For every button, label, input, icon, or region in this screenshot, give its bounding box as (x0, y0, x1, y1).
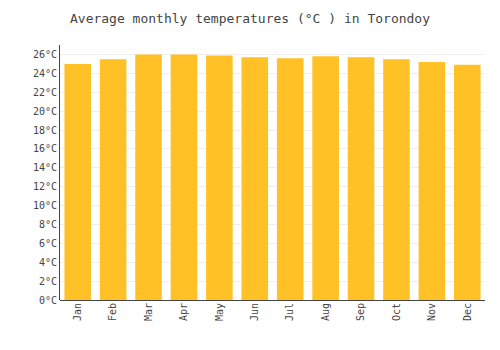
svg-text:10°C: 10°C (33, 200, 57, 211)
svg-text:Aug: Aug (320, 303, 331, 321)
svg-text:Feb: Feb (107, 303, 118, 321)
svg-text:May: May (214, 303, 225, 321)
svg-text:24°C: 24°C (33, 68, 57, 79)
svg-text:Dec: Dec (462, 303, 473, 321)
svg-text:16°C: 16°C (33, 143, 57, 154)
svg-text:14°C: 14°C (33, 162, 57, 173)
svg-text:18°C: 18°C (33, 125, 57, 136)
svg-text:26°C: 26°C (33, 49, 57, 60)
svg-text:12°C: 12°C (33, 181, 57, 192)
svg-text:Jan: Jan (72, 303, 83, 321)
svg-text:6°C: 6°C (39, 238, 57, 249)
svg-text:22°C: 22°C (33, 87, 57, 98)
svg-text:Jun: Jun (249, 303, 260, 321)
svg-text:2°C: 2°C (39, 276, 57, 287)
svg-text:Mar: Mar (143, 303, 154, 321)
svg-text:4°C: 4°C (39, 257, 57, 268)
svg-text:8°C: 8°C (39, 219, 57, 230)
svg-text:Sep: Sep (355, 303, 366, 321)
svg-text:0°C: 0°C (39, 295, 57, 306)
svg-text:Nov: Nov (426, 303, 437, 321)
svg-text:Jul: Jul (284, 303, 295, 321)
svg-text:Average monthly temperatures (: Average monthly temperatures (°C ) in To… (70, 11, 430, 26)
svg-text:Oct: Oct (391, 303, 402, 321)
svg-text:20°C: 20°C (33, 106, 57, 117)
svg-text:Apr: Apr (178, 303, 189, 321)
